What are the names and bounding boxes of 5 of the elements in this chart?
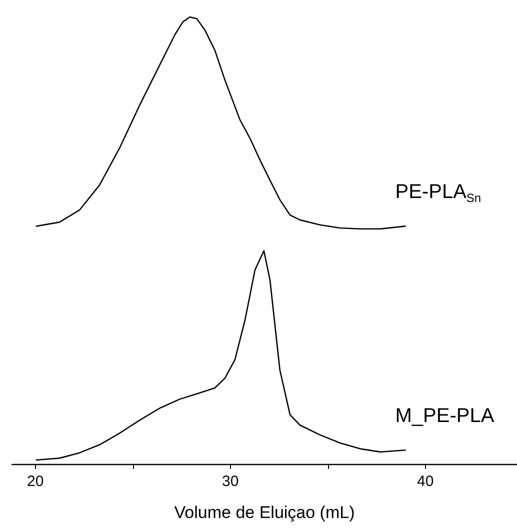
x-tick-label: 20 <box>27 473 44 490</box>
x-tick-label: 30 <box>222 473 239 490</box>
x-axis-title: Volume de Eluiçao (mL) <box>174 503 355 522</box>
x-tick-label: 40 <box>417 473 434 490</box>
series-label: M_PE-PLA <box>395 405 495 428</box>
